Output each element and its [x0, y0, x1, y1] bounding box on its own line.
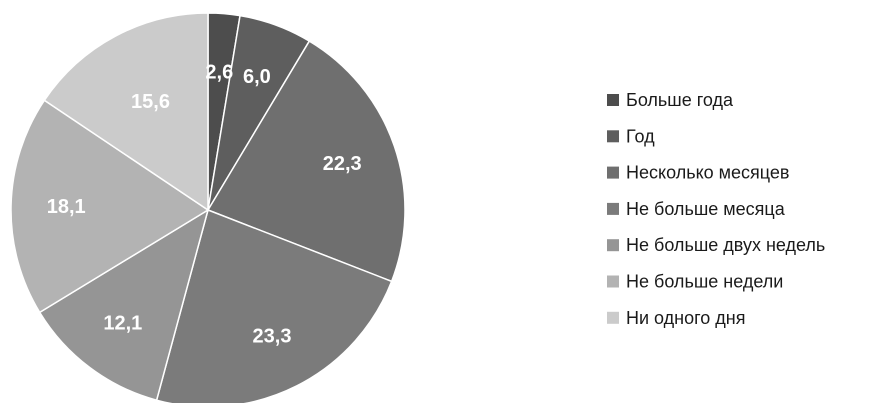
legend-label: Не больше месяца: [626, 199, 786, 219]
legend-label: Ни одного дня: [626, 308, 746, 328]
legend-label: Не больше недели: [626, 272, 783, 292]
pie-slice: [206, 40, 406, 283]
slice-value-label: 15,6: [131, 91, 170, 113]
legend-swatch: [607, 275, 619, 288]
slice-value-label: 23,3: [253, 326, 292, 348]
legend-label: Больше года: [626, 90, 734, 110]
pie-slice: [43, 12, 209, 212]
legend-swatch: [607, 202, 619, 215]
pie-slice: [10, 99, 210, 314]
slice-value-label: 6,0: [243, 66, 271, 88]
legend-swatch: [607, 94, 619, 106]
legend: Больше года Год Несколько месяцев Не больше…: [607, 90, 825, 328]
legend-swatch: [607, 130, 619, 143]
slice-value-label: 22,3: [323, 153, 362, 175]
slice-value-label: 18,1: [47, 196, 86, 218]
legend-label: Не больше двух недель: [626, 235, 825, 255]
slice-labels: 2,6 6,0 22,3 23,3 12,1 18,1 15,6: [47, 62, 362, 348]
pie-slice: [155, 208, 393, 403]
legend-swatch: [607, 239, 619, 252]
pie-slices: [10, 12, 406, 403]
pie-slice: [38, 208, 210, 402]
slice-value-label: 12,1: [103, 312, 142, 334]
legend-label: Год: [626, 126, 655, 146]
legend-swatch: [607, 311, 619, 324]
legend-swatch: [607, 166, 619, 179]
slice-value-label: 2,6: [205, 62, 233, 84]
legend-label: Несколько месяцев: [626, 163, 790, 183]
